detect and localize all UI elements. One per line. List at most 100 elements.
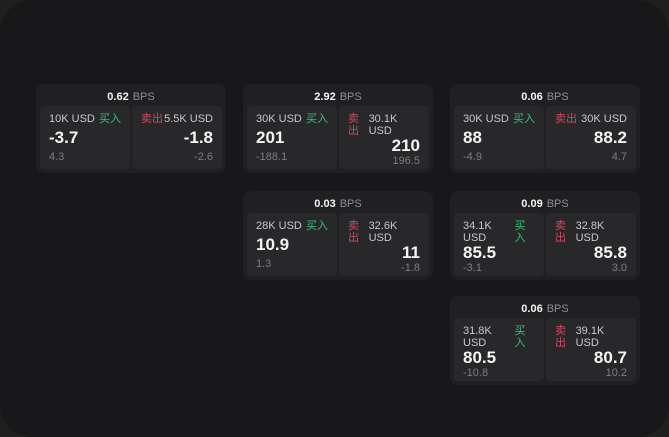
bps-unit: BPS (546, 91, 569, 103)
sell-price: 11 (402, 243, 420, 262)
bps-unit: BPS (546, 198, 569, 210)
quote-panels: 10K USD 买入 -3.7 4.3 卖出 5.5K USD -1.8 -2.… (40, 106, 222, 169)
sell-side-label: 卖出 (555, 113, 577, 125)
quote-panels: 30K USD 买入 201 -188.1 卖出 30.1K USD 210 1… (247, 106, 429, 169)
bps-value: 2.92 (314, 91, 336, 103)
bps-value: 0.62 (107, 91, 129, 103)
card-header: 0.09 BPS (454, 195, 636, 213)
buy-price: 88 (463, 128, 482, 147)
bps-unit: BPS (339, 198, 362, 210)
bps-unit: BPS (546, 303, 569, 315)
sell-price: -1.8 (183, 128, 213, 147)
buy-notional: 10K USD (49, 113, 95, 125)
sell-panel-top: 卖出 5.5K USD (141, 113, 213, 125)
sell-side-label: 卖出 (348, 113, 359, 137)
sell-delta: 3.0 (611, 262, 627, 274)
sell-panel-top: 卖出 30K USD (555, 113, 627, 125)
sell-notional: 39.1K USD (575, 325, 605, 349)
sell-panel-top: 卖出 30.1K USD (348, 113, 420, 137)
sell-panel-top: 卖出 32.8K USD (555, 220, 627, 244)
buy-panel[interactable]: 30K USD 买入 201 -188.1 (247, 106, 337, 169)
sell-side-label: 卖出 (555, 325, 566, 349)
quote-panels: 34.1K USD 买入 85.5 -3.1 卖出 32.8K USD 85.8… (454, 213, 636, 276)
buy-panel[interactable]: 34.1K USD 买入 85.5 -3.1 (454, 213, 544, 276)
sell-notional: 30.1K USD (368, 113, 398, 137)
bps-value: 0.09 (521, 198, 543, 210)
quote-card-5: 0.09 BPS 34.1K USD 买入 85.5 -3.1 卖出 32.8K… (450, 191, 640, 280)
sell-panel[interactable]: 卖出 32.6K USD 11 -1.8 (339, 213, 429, 276)
sell-price: 80.7 (593, 348, 627, 367)
buy-price: 85.5 (463, 243, 497, 262)
buy-panel-top: 31.8K USD 买入 (463, 325, 535, 349)
buy-delta: -3.1 (463, 262, 482, 274)
buy-notional: 28K USD (256, 220, 302, 232)
buy-side-label: 买入 (99, 113, 121, 125)
sell-notional: 32.8K USD (575, 220, 605, 244)
sell-notional: 5.5K USD (164, 113, 213, 125)
sell-side-label: 卖出 (141, 113, 163, 125)
buy-panel-top: 28K USD 买入 (256, 220, 328, 232)
buy-notional: 30K USD (463, 113, 509, 125)
buy-delta: -10.8 (463, 367, 489, 379)
buy-panel-top: 10K USD 买入 (49, 113, 121, 125)
buy-price: 80.5 (463, 348, 497, 367)
buy-panel-top: 34.1K USD 买入 (463, 220, 535, 244)
quote-card-1: 0.62 BPS 10K USD 买入 -3.7 4.3 卖出 5.5K USD… (36, 84, 226, 173)
sell-delta: -2.6 (194, 151, 213, 163)
buy-side-label: 买入 (514, 220, 526, 244)
buy-side-label: 买入 (306, 113, 328, 125)
bps-value: 0.06 (521, 91, 543, 103)
buy-panel[interactable]: 31.8K USD 买入 80.5 -10.8 (454, 318, 544, 381)
sell-panel[interactable]: 卖出 30.1K USD 210 196.5 (339, 106, 429, 169)
quote-panels: 31.8K USD 买入 80.5 -10.8 卖出 39.1K USD 80.… (454, 318, 636, 381)
sell-panel[interactable]: 卖出 32.8K USD 85.8 3.0 (546, 213, 636, 276)
sell-notional: 30K USD (581, 113, 627, 125)
buy-delta: 1.3 (256, 258, 272, 270)
sell-delta: 196.5 (392, 155, 420, 167)
quote-card-4: 0.03 BPS 28K USD 买入 10.9 1.3 卖出 32.6K US… (243, 191, 433, 280)
sell-panel[interactable]: 卖出 39.1K USD 80.7 10.2 (546, 318, 636, 381)
sell-side-label: 卖出 (348, 220, 359, 244)
buy-notional: 30K USD (256, 113, 302, 125)
quote-panels: 28K USD 买入 10.9 1.3 卖出 32.6K USD 11 -1.8 (247, 213, 429, 276)
buy-notional: 31.8K USD (463, 325, 492, 349)
buy-side-label: 买入 (513, 113, 535, 125)
card-header: 0.06 BPS (454, 88, 636, 106)
quote-card-3: 0.06 BPS 30K USD 买入 88 -4.9 卖出 30K USD 8… (450, 84, 640, 173)
buy-delta: -4.9 (463, 151, 482, 163)
sell-delta: -1.8 (401, 262, 420, 274)
card-header: 0.06 BPS (454, 300, 636, 318)
buy-price: -3.7 (49, 128, 79, 147)
quote-card-6: 0.06 BPS 31.8K USD 买入 80.5 -10.8 卖出 39.1… (450, 296, 640, 385)
buy-side-label: 买入 (306, 220, 328, 232)
sell-panel[interactable]: 卖出 5.5K USD -1.8 -2.6 (132, 106, 222, 169)
buy-panel[interactable]: 28K USD 买入 10.9 1.3 (247, 213, 337, 276)
buy-price: 201 (256, 128, 285, 147)
buy-delta: -188.1 (256, 151, 288, 163)
bps-value: 0.03 (314, 198, 336, 210)
sell-panel[interactable]: 卖出 30K USD 88.2 4.7 (546, 106, 636, 169)
sell-delta: 4.7 (611, 151, 627, 163)
buy-delta: 4.3 (49, 151, 65, 163)
card-header: 2.92 BPS (247, 88, 429, 106)
bps-value: 0.06 (521, 303, 543, 315)
card-header: 0.03 BPS (247, 195, 429, 213)
buy-notional: 34.1K USD (463, 220, 492, 244)
card-header: 0.62 BPS (40, 88, 222, 106)
sell-side-label: 卖出 (555, 220, 566, 244)
quote-card-2: 2.92 BPS 30K USD 买入 201 -188.1 卖出 30.1K … (243, 84, 433, 173)
sell-delta: 10.2 (605, 367, 627, 379)
buy-panel-top: 30K USD 买入 (256, 113, 328, 125)
buy-panel[interactable]: 30K USD 买入 88 -4.9 (454, 106, 544, 169)
sell-notional: 32.6K USD (368, 220, 398, 244)
bps-unit: BPS (339, 91, 362, 103)
sell-price: 88.2 (593, 128, 627, 147)
sell-price: 85.8 (593, 243, 627, 262)
quote-panels: 30K USD 买入 88 -4.9 卖出 30K USD 88.2 4.7 (454, 106, 636, 169)
sell-price: 210 (391, 136, 420, 155)
buy-panel[interactable]: 10K USD 买入 -3.7 4.3 (40, 106, 130, 169)
sell-panel-top: 卖出 32.6K USD (348, 220, 420, 244)
sell-panel-top: 卖出 39.1K USD (555, 325, 627, 349)
buy-price: 10.9 (256, 235, 290, 254)
